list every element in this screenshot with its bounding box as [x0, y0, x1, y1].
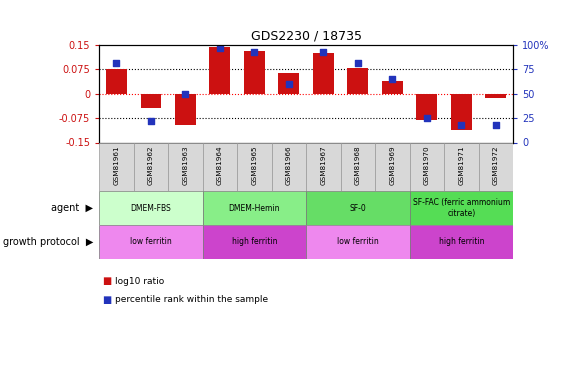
Text: GSM81971: GSM81971 [458, 145, 464, 184]
Point [284, 81, 293, 87]
Title: GDS2230 / 18735: GDS2230 / 18735 [251, 30, 361, 42]
Point [112, 60, 121, 66]
Text: growth protocol  ▶: growth protocol ▶ [3, 237, 93, 247]
Bar [203, 225, 306, 259]
Point [319, 49, 328, 55]
Bar [106, 69, 127, 94]
Bar [99, 142, 134, 191]
Text: DMEM-FBS: DMEM-FBS [131, 204, 171, 213]
Text: GSM81964: GSM81964 [217, 145, 223, 184]
Bar [279, 73, 299, 94]
Bar [444, 142, 479, 191]
Text: SF-FAC (ferric ammonium
citrate): SF-FAC (ferric ammonium citrate) [413, 198, 510, 218]
Point [146, 118, 156, 124]
Bar [340, 142, 375, 191]
Bar [203, 191, 306, 225]
Point [422, 115, 431, 121]
Bar [99, 191, 203, 225]
Bar [306, 142, 340, 191]
Bar [203, 142, 237, 191]
Text: GSM81969: GSM81969 [389, 145, 395, 184]
Point [250, 49, 259, 55]
Bar [306, 191, 409, 225]
Text: low ferritin: low ferritin [337, 237, 379, 246]
Text: GSM81967: GSM81967 [320, 145, 326, 184]
Point [491, 122, 500, 128]
Text: GSM81972: GSM81972 [493, 145, 499, 184]
Bar [168, 142, 203, 191]
Bar [409, 191, 513, 225]
Bar [272, 142, 306, 191]
Bar [347, 68, 368, 94]
Bar [479, 142, 513, 191]
Bar [237, 142, 272, 191]
Bar [99, 225, 203, 259]
Bar [313, 53, 333, 94]
Bar [244, 51, 265, 94]
Bar [306, 225, 409, 259]
Text: GSM81968: GSM81968 [355, 145, 361, 184]
Text: GSM81963: GSM81963 [182, 145, 188, 184]
Text: GSM81970: GSM81970 [424, 145, 430, 184]
Point [215, 45, 224, 51]
Bar [409, 142, 444, 191]
Text: GSM81962: GSM81962 [148, 145, 154, 184]
Bar [409, 225, 513, 259]
Point [388, 76, 397, 82]
Bar [134, 142, 168, 191]
Text: high ferritin: high ferritin [438, 237, 484, 246]
Text: log10 ratio: log10 ratio [115, 277, 164, 286]
Text: ■: ■ [102, 276, 111, 286]
Bar [175, 94, 196, 124]
Point [456, 122, 466, 128]
Text: agent  ▶: agent ▶ [51, 203, 93, 213]
Bar [141, 94, 161, 108]
Bar [416, 94, 437, 120]
Text: low ferritin: low ferritin [130, 237, 172, 246]
Text: DMEM-Hemin: DMEM-Hemin [229, 204, 280, 213]
Bar [375, 142, 409, 191]
Point [181, 91, 190, 97]
Text: SF-0: SF-0 [349, 204, 366, 213]
Text: ■: ■ [102, 295, 111, 305]
Text: GSM81966: GSM81966 [286, 145, 292, 184]
Bar [451, 94, 472, 130]
Text: high ferritin: high ferritin [231, 237, 277, 246]
Bar [209, 47, 230, 94]
Text: GSM81961: GSM81961 [113, 145, 120, 184]
Point [353, 60, 363, 66]
Text: percentile rank within the sample: percentile rank within the sample [115, 296, 269, 304]
Bar [486, 94, 506, 98]
Text: GSM81965: GSM81965 [251, 145, 257, 184]
Bar [382, 81, 403, 94]
